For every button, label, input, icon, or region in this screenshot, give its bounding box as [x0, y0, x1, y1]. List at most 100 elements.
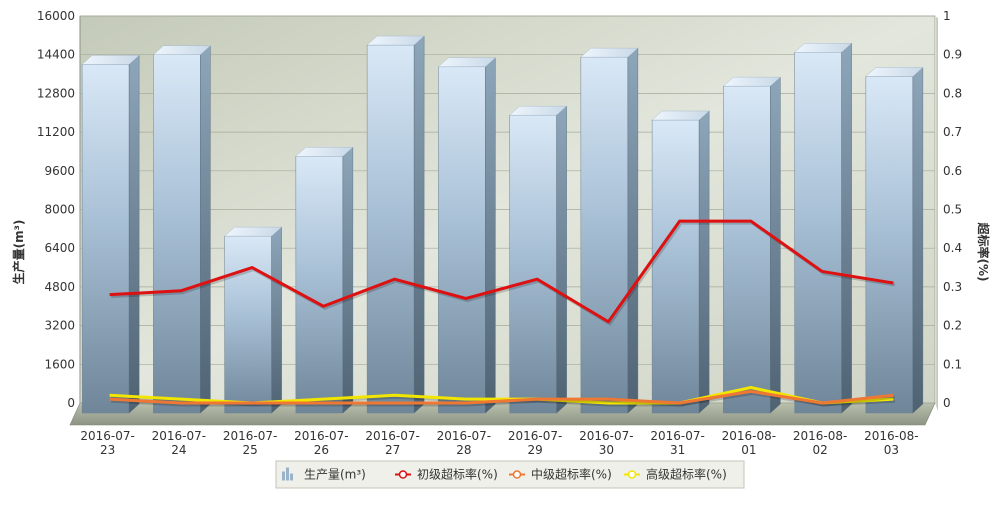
legend-label: 中级超标率(%) [531, 467, 612, 482]
bar [437, 57, 496, 414]
y2-tick-label: 0.2 [943, 319, 962, 333]
series-line [109, 389, 894, 405]
bar-front [651, 119, 700, 414]
bar [580, 47, 639, 414]
bar-side [200, 45, 211, 414]
y2-tick-label: 0 [943, 396, 951, 410]
bar [794, 42, 853, 414]
bar [651, 110, 710, 414]
legend: 生产量(m³) 初级超标率(%) 中级超标率(%) 高级超标率(%) [275, 460, 745, 489]
bar-front [865, 76, 914, 414]
gridlines [80, 15, 935, 404]
bar-front [81, 64, 130, 414]
bar-side [271, 226, 282, 414]
bar-side [698, 110, 710, 414]
y-tick-label: 4800 [44, 280, 75, 294]
bar-front [723, 85, 771, 414]
y-tick-label: 14400 [37, 48, 75, 62]
y2-tick-label: 0.8 [943, 86, 962, 100]
y2-tick-label: 0.7 [943, 125, 962, 139]
bar-top [722, 76, 781, 87]
x-tick-label: 2016-07-31 [650, 429, 704, 457]
y2-tick-label: 0.4 [943, 241, 962, 255]
x-tick-label: 2016-08-01 [722, 429, 776, 457]
bar-side [841, 42, 852, 414]
side-wall [935, 16, 938, 411]
series-line [109, 219, 894, 324]
y2-tick-label: 1 [943, 9, 951, 23]
line-marker-icon [624, 470, 640, 479]
bar-top [224, 226, 283, 237]
bar-front [153, 54, 201, 414]
bar-top [580, 47, 639, 58]
y-tick-label: 3200 [44, 319, 75, 333]
bar-top [651, 110, 710, 121]
x-tick-label: 2016-07-29 [508, 429, 562, 457]
y-axis-title: 生产量(m³) [11, 220, 26, 285]
legend-item: 高级超标率(%) [624, 467, 727, 482]
bar-front [224, 235, 272, 414]
y-axis-right: 0 0.1 0.2 0.3 0.4 0.5 0.6 0.7 0.8 0.9 1 [943, 9, 962, 410]
y-tick-label: 8000 [44, 203, 75, 217]
legend-label: 生产量(m³) [304, 468, 366, 482]
legend-label: 初级超标率(%) [417, 467, 498, 482]
line-marker-icon [509, 470, 525, 479]
x-tick-label: 2016-08-03 [864, 429, 918, 457]
bar-side [770, 76, 781, 414]
bar-top [81, 55, 140, 65]
bar-front [438, 66, 486, 414]
bar-front [794, 52, 842, 414]
bar-front [295, 156, 344, 414]
bar-top [152, 45, 211, 55]
bar-side [128, 54, 140, 414]
bar-side [413, 35, 425, 414]
bar-top [509, 105, 568, 116]
legend-label: 高级超标率(%) [646, 467, 727, 482]
y-axis-left: 0 1600 3200 4800 6400 8000 9600 11200 12800 14400… [37, 9, 75, 410]
y-tick-label: 11200 [37, 125, 75, 139]
x-tick-label: 2016-07-23 [80, 429, 134, 457]
bar-front [366, 44, 415, 414]
bar-side [627, 47, 639, 414]
y-tick-label: 9600 [44, 164, 75, 178]
line-marker-icon [395, 470, 411, 479]
series-line-shadow [111, 391, 896, 407]
y-tick-label: 0 [67, 396, 75, 410]
y-tick-label: 12800 [37, 86, 75, 100]
bar-side [485, 57, 496, 414]
line-series [109, 219, 896, 407]
x-tick-label: 2016-07-26 [294, 429, 348, 457]
y-tick-label: 6400 [44, 241, 75, 255]
bar-side [342, 146, 354, 414]
x-tick-label: 2016-07-25 [223, 429, 277, 457]
x-tick-label: 2016-07-28 [437, 429, 491, 457]
bar-side [912, 67, 924, 414]
bar [152, 45, 211, 414]
bar-front [580, 56, 629, 414]
bar [224, 226, 283, 414]
bar [295, 146, 354, 414]
bar-side [556, 105, 567, 414]
bar-top [794, 43, 853, 53]
bar-top [865, 67, 924, 77]
y2-axis-title: 超标率(%) [976, 222, 991, 282]
bar [722, 76, 781, 414]
bar-front [509, 114, 557, 414]
bar [366, 35, 425, 414]
x-tick-label: 2016-08-02 [793, 429, 847, 457]
legend-item: 中级超标率(%) [509, 467, 612, 482]
y-tick-label: 1600 [44, 357, 75, 371]
bar-series [81, 35, 924, 414]
legend-item: 初级超标率(%) [395, 467, 498, 482]
bar [81, 54, 140, 414]
y-tick-label: 16000 [37, 9, 75, 23]
legend-item: 生产量(m³) [282, 467, 366, 482]
y2-tick-label: 0.6 [943, 164, 962, 178]
bar-top [437, 57, 496, 67]
x-axis: 2016-07-23 2016-07-24 2016-07-25 2016-07-26… [80, 429, 918, 457]
y2-tick-label: 0.9 [943, 48, 962, 62]
x-tick-label: 2016-07-24 [152, 429, 206, 457]
bar [865, 67, 924, 414]
